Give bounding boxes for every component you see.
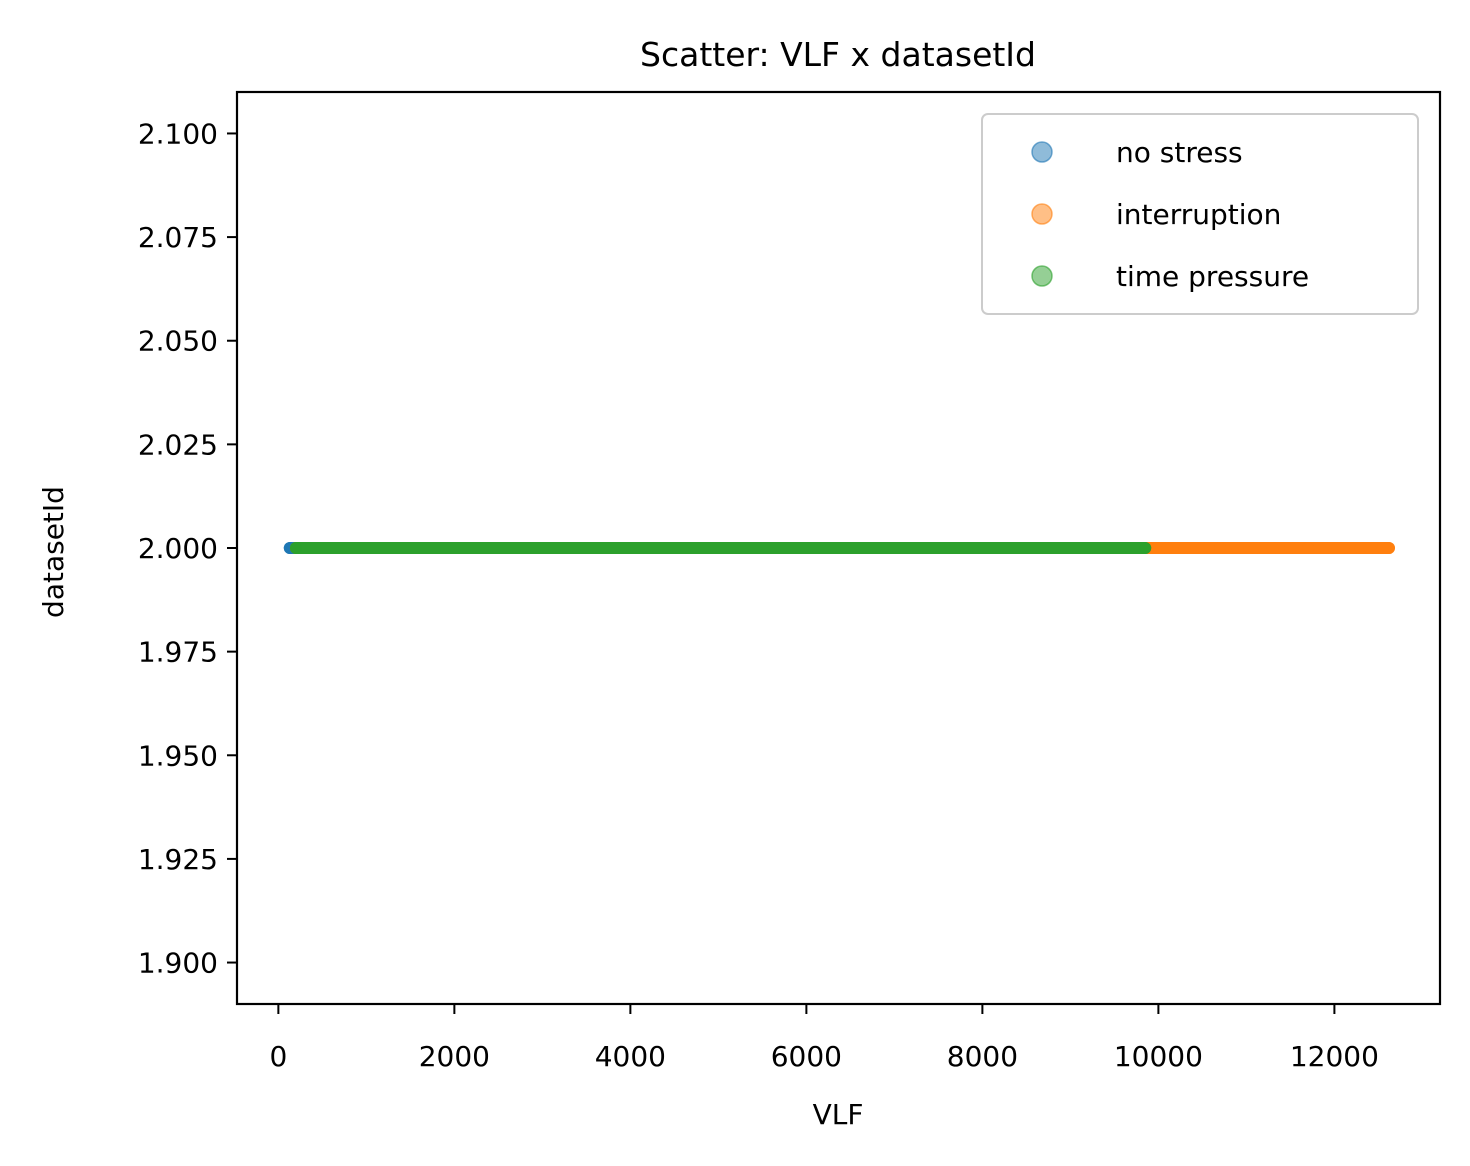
data-point (1231, 542, 1244, 554)
x-tick-label: 4000 (595, 1040, 666, 1073)
y-axis-label: datasetId (37, 486, 70, 618)
y-tick-label: 1.950 (138, 739, 218, 772)
data-point (1337, 542, 1350, 554)
legend-item: no stress (1031, 136, 1243, 169)
data-point (289, 542, 302, 554)
legend-marker (1031, 265, 1053, 287)
data-point (1319, 542, 1332, 554)
legend-marker (1031, 203, 1053, 225)
legend: no stress interruption time pressure (981, 113, 1419, 315)
y-tick-label: 2.025 (138, 428, 218, 461)
y-tick-label: 2.100 (138, 117, 218, 150)
data-point (1354, 542, 1367, 554)
x-tick-label: 8000 (947, 1040, 1018, 1073)
data-point (1363, 542, 1376, 554)
legend-frame (981, 113, 1419, 315)
y-tick-label: 2.075 (138, 221, 218, 254)
y-tick-label: 1.975 (138, 636, 218, 669)
x-axis-ticks: 0 2000 4000 6000 8000 10000 12000 (269, 1004, 1379, 1073)
series-2 (289, 542, 1152, 554)
chart-title: Scatter: VLF x datasetId (640, 35, 1036, 74)
x-tick-label: 0 (269, 1040, 287, 1073)
x-tick-label: 10000 (1114, 1040, 1203, 1073)
data-point (1382, 542, 1395, 554)
data-point (1178, 542, 1191, 554)
legend-label: interruption (1116, 198, 1281, 231)
data-point (1196, 542, 1209, 554)
legend-item: time pressure (1031, 260, 1309, 293)
data-marks (283, 542, 1395, 554)
data-point (1213, 542, 1226, 554)
x-tick-label: 2000 (419, 1040, 490, 1073)
data-point (1139, 542, 1152, 554)
y-axis-ticks: 1.900 1.925 1.950 1.975 2.000 2.025 2.050 2.075… (138, 117, 237, 980)
legend-item: interruption (1031, 198, 1281, 231)
y-tick-label: 1.925 (138, 843, 218, 876)
legend-marker (1031, 141, 1053, 163)
data-point (1161, 542, 1174, 554)
legend-label: time pressure (1116, 260, 1309, 293)
y-tick-label: 2.000 (138, 532, 218, 565)
x-tick-label: 12000 (1290, 1040, 1379, 1073)
y-tick-label: 2.050 (138, 325, 218, 358)
data-point (1249, 542, 1262, 554)
x-axis-label: VLF (813, 1098, 864, 1131)
y-tick-label: 1.900 (138, 947, 218, 980)
data-point (1301, 542, 1314, 554)
data-point (1284, 542, 1297, 554)
legend-label: no stress (1116, 136, 1243, 169)
x-tick-label: 6000 (771, 1040, 842, 1073)
data-point (1266, 542, 1279, 554)
